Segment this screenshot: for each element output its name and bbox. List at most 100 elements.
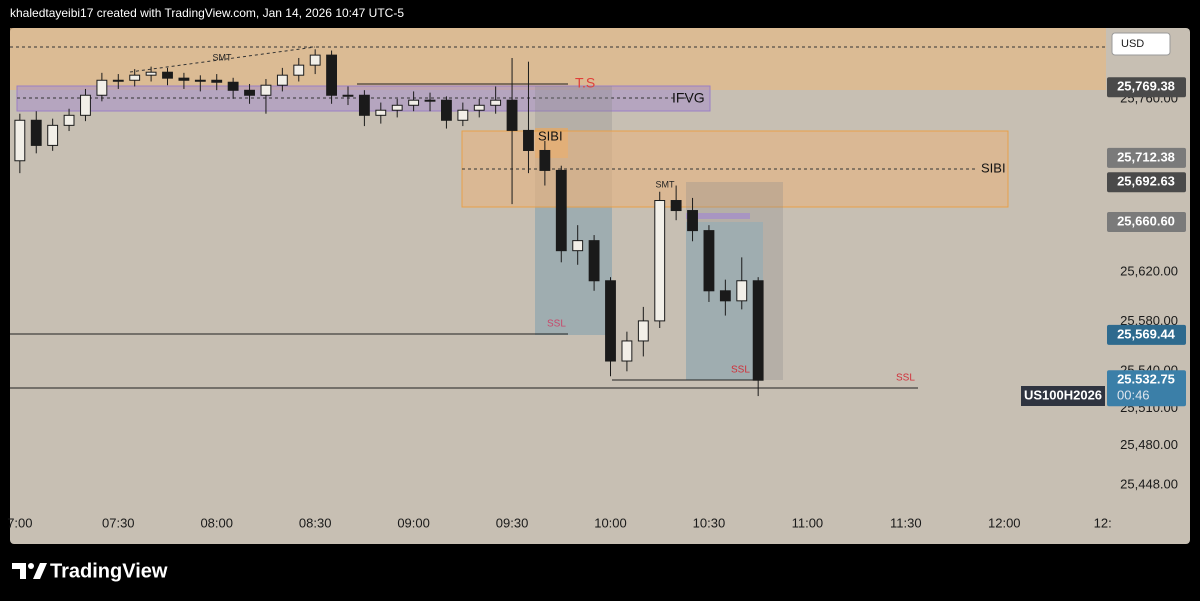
candle-body (14, 119, 26, 162)
price-tag (1107, 77, 1186, 98)
annotation: T.S (575, 75, 595, 91)
axes: 25,448.0025,480.0025,510.0025,540.0025,5… (7, 77, 1186, 530)
zone (10, 28, 1106, 90)
candle-body (752, 280, 764, 381)
x-tick-label: 7:00 (7, 515, 32, 530)
candle-body (555, 169, 567, 252)
price-tag-label: 25,769.38 (1117, 79, 1175, 94)
x-tick-label: 10:00 (594, 515, 627, 530)
annotation: SMT (656, 179, 676, 189)
x-tick-label: 11:30 (890, 515, 922, 530)
annotation: SIBI (981, 160, 1006, 175)
drawings (10, 28, 1106, 389)
symbol-tag (1021, 386, 1105, 406)
x-tick-label: 07:30 (102, 515, 135, 530)
candle-body (408, 99, 420, 106)
candle-body (457, 109, 469, 121)
annotation: SMT (213, 52, 233, 62)
candle-body (539, 149, 551, 171)
logo-mark (28, 563, 34, 569)
price-tag-label: 25,692.63 (1117, 174, 1175, 189)
candle-body (162, 71, 173, 79)
y-tick-label: 25,448.00 (1120, 477, 1178, 492)
x-tick-label: 09:30 (496, 515, 529, 530)
zone (686, 213, 750, 219)
x-tick-label: 12: (1094, 515, 1112, 530)
candle-body (424, 99, 436, 102)
candle-body (719, 290, 731, 302)
price-tag (1107, 172, 1186, 193)
logo: TradingView (12, 560, 168, 582)
candle-body (670, 200, 682, 212)
price-tag-label: 25,569.44 (1117, 326, 1176, 341)
candle-body (654, 200, 666, 322)
annotation: SSL (731, 365, 750, 376)
candle-body (244, 89, 255, 96)
candle-body (637, 320, 649, 342)
candle-body (358, 94, 370, 116)
price-tag (1107, 370, 1186, 407)
annotation: IFVG (672, 90, 705, 106)
annotation: SSL (896, 373, 915, 384)
candle-body (211, 79, 223, 83)
price-tag (1107, 324, 1186, 345)
countdown: 00:46 (1117, 388, 1150, 403)
y-tick-label: 25,480.00 (1120, 437, 1178, 452)
annotation: SIBI (538, 128, 563, 143)
candle-body (293, 64, 305, 76)
x-tick-label: 08:00 (200, 515, 233, 530)
candle-body (63, 114, 75, 126)
symbol: US100H2026 (1024, 387, 1102, 402)
smt-line (129, 46, 316, 73)
currency-button[interactable] (1111, 32, 1171, 56)
candle-body (342, 94, 354, 97)
x-tick-label: 11:00 (792, 515, 824, 530)
x-tick-label: 08:30 (299, 515, 332, 530)
candle-body (309, 54, 321, 66)
candle-body (605, 280, 616, 362)
candle-body (47, 124, 59, 146)
x-tick-label: 09:00 (397, 515, 430, 530)
candle-body (506, 99, 518, 131)
y-tick-label: 25,620.00 (1120, 264, 1178, 279)
candle-body (145, 71, 157, 76)
price-tag-label: 25,712.38 (1117, 149, 1175, 164)
price-tag-label: 25.532.75 (1117, 372, 1175, 387)
price-tag (1107, 147, 1186, 168)
candles (14, 49, 764, 397)
candle-body (588, 240, 600, 282)
annotation: SSL (547, 319, 566, 330)
candle-body (30, 119, 42, 146)
candle-body (523, 129, 534, 151)
candle-body (80, 94, 91, 116)
candle-body (194, 79, 206, 82)
candle-body (572, 240, 584, 252)
logo-mark (33, 563, 47, 579)
candle-body (112, 79, 124, 82)
x-tick-label: 12:00 (988, 515, 1021, 530)
candle-body (96, 79, 108, 96)
candle-body (441, 99, 452, 121)
candle-body (227, 81, 239, 91)
candle-body (326, 54, 338, 96)
y-tick-label: 25,580.00 (1120, 313, 1178, 328)
currency: USD (1121, 38, 1144, 50)
candle-body (276, 74, 288, 86)
candle-body (391, 104, 403, 111)
candle-body (473, 104, 485, 111)
footer: TradingView (50, 560, 168, 582)
candle-body (260, 84, 272, 96)
candle-body (736, 280, 748, 302)
zone (763, 222, 783, 380)
x-tick-label: 10:30 (693, 515, 726, 530)
candle-body (375, 109, 387, 116)
header: khaledtayeibi17 created with TradingView… (10, 6, 404, 20)
candle-body (703, 230, 715, 292)
candle-body (621, 340, 633, 362)
candle-body (178, 77, 190, 81)
price-tag-label: 25,660.60 (1117, 213, 1175, 228)
logo-mark (12, 563, 26, 579)
candle-body (490, 99, 502, 106)
price-tag (1107, 211, 1186, 232)
